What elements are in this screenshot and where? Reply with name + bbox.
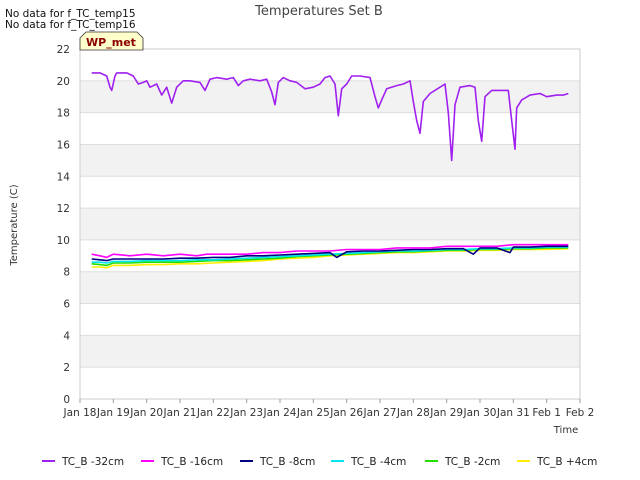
x-tick-label-9: Jan 27 [363,407,397,419]
band-2 [80,303,580,336]
band-0 [80,367,580,399]
y-tick-label-5: 10 [57,235,70,247]
no-data-message-1: No data for f_TC_temp15 [5,8,136,20]
legend-label-3: TC_B -4cm [350,456,406,468]
y-tick-label-11: 22 [57,44,70,56]
y-tick-label-8: 16 [57,139,71,151]
band-1 [80,335,580,368]
series-line-tcb-16cm [91,243,569,259]
legend-label-1: TC_B -16cm [160,456,223,468]
x-tick-label-6: Jan 24 [263,407,297,419]
legend-label-0: TC_B -32cm [61,456,124,468]
plot-frame [79,48,581,400]
y-tick-label-6: 12 [57,203,70,215]
band-7 [80,144,580,177]
y-tick-label-1: 2 [63,362,70,374]
x-tick-label-11: Jan 29 [429,407,463,419]
series-line-tcb-8cm [91,245,569,262]
series-line-tcb-32cm [91,72,569,162]
chart-title: Temperatures Set B [254,4,383,19]
legend-label-2: TC_B -8cm [259,456,315,468]
x-tick-label-15: Feb 2 [566,407,595,419]
y-tick-label-3: 6 [63,299,70,311]
x-axis-label: Time [553,425,578,436]
x-tick-label-12: Jan 30 [463,407,497,419]
x-tick-label-8: Jan 26 [329,407,363,419]
y-tick-label-2: 4 [63,330,70,342]
x-tick-label-3: Jan 21 [163,407,197,419]
no-data-message-2: No data for f_TC_temp16 [5,19,136,31]
legend-label-4: TC_B -2cm [444,456,500,468]
x-tick-label-5: Jan 23 [229,407,263,419]
band-5 [80,208,580,240]
y-tick-label-7: 14 [57,171,71,183]
station-badge-label: WP_met [86,36,136,49]
band-9 [80,80,580,113]
y-axis-label: Temperature (C) [9,184,20,266]
band-6 [80,176,580,209]
x-tick-label-0: Jan 18 [63,407,97,419]
band-8 [80,112,580,145]
x-tick-label-10: Jan 28 [396,407,430,419]
y-tick-label-4: 8 [63,267,70,279]
y-tick-label-0: 0 [63,394,70,406]
x-tick-label-4: Jan 22 [196,407,230,419]
x-tick-label-14: Feb 1 [532,407,561,419]
y-tick-label-10: 20 [57,76,70,88]
x-tick-label-13: Jan 31 [496,407,530,419]
station-badge: WP_met [79,31,144,51]
x-tick-label-2: Jan 20 [129,407,163,419]
band-3 [80,271,580,304]
legend-label-5: TC_B +4cm [536,456,597,468]
x-tick-label-7: Jan 25 [296,407,330,419]
x-tick-label-1: Jan 19 [96,407,130,419]
y-tick-label-9: 18 [57,108,70,120]
